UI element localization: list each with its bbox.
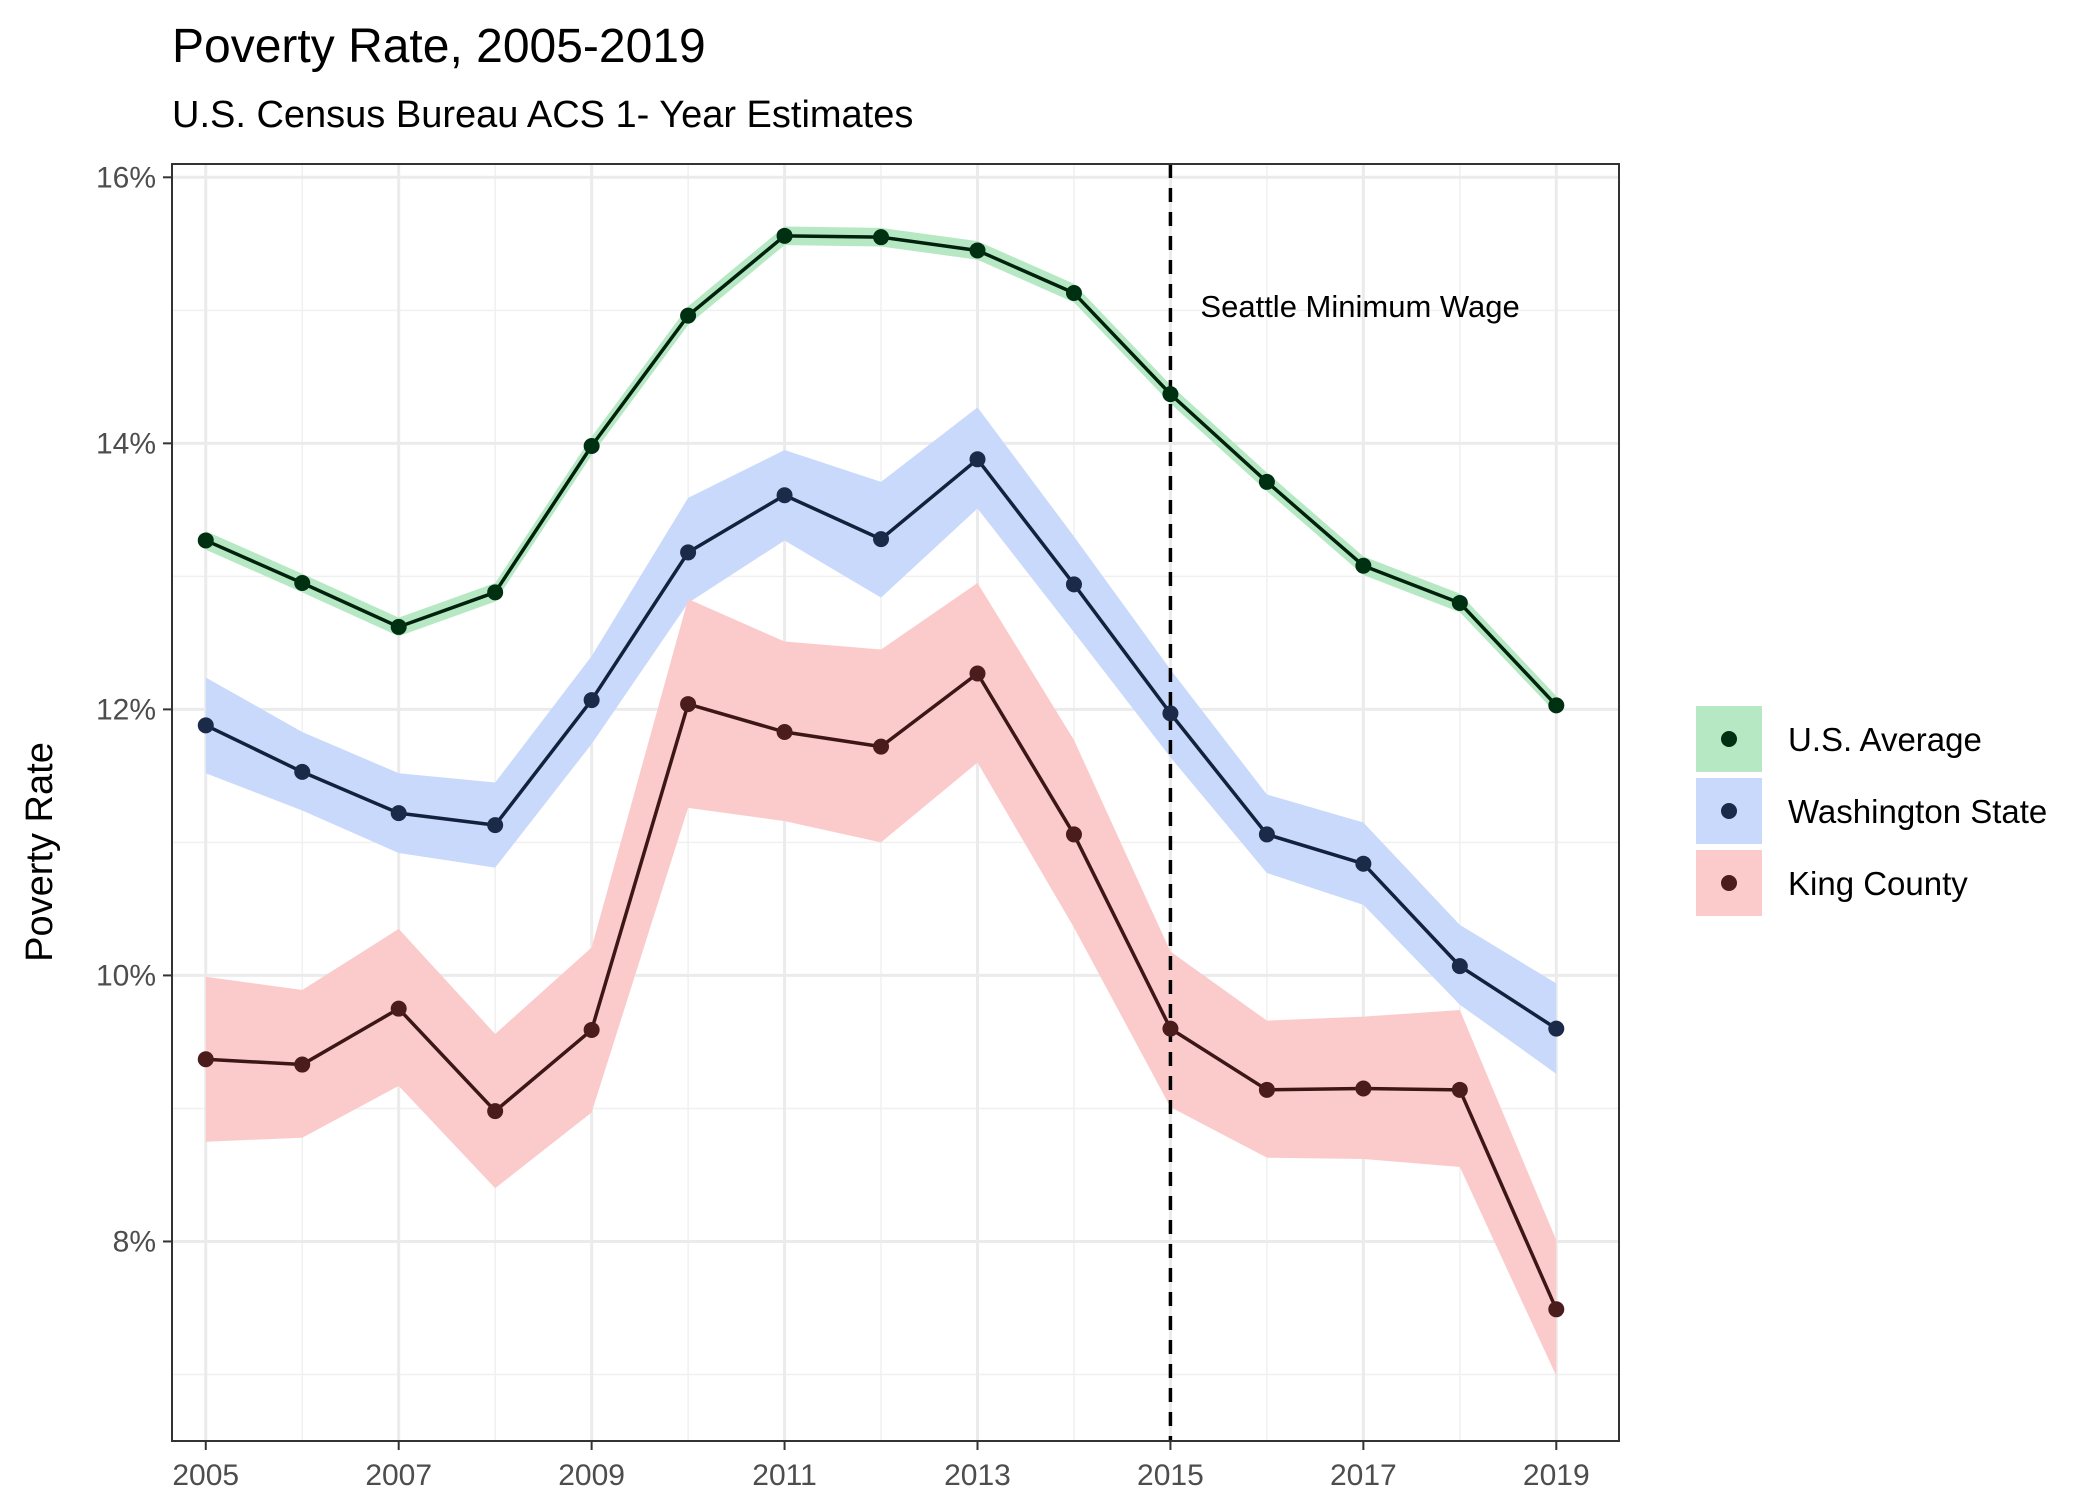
data-point <box>873 229 890 246</box>
data-point <box>197 532 214 549</box>
data-point <box>1258 1081 1275 1098</box>
data-point <box>1065 826 1082 843</box>
data-point <box>1451 958 1468 975</box>
data-point <box>1065 576 1082 593</box>
data-point <box>390 805 407 822</box>
data-point <box>294 1056 311 1073</box>
data-point <box>1162 705 1179 722</box>
data-point <box>1355 855 1372 872</box>
chart-subtitle: U.S. Census Bureau ACS 1- Year Estimates <box>172 94 913 136</box>
data-point <box>776 227 793 244</box>
chart-title: Poverty Rate, 2005-2019 <box>172 20 706 73</box>
data-point <box>1451 594 1468 611</box>
data-point <box>197 717 214 734</box>
y-tick-label: 8% <box>113 1225 156 1258</box>
data-point <box>1548 1020 1565 1037</box>
data-point <box>680 544 697 561</box>
data-point <box>1548 1301 1565 1318</box>
annotation-label: Seattle Minimum Wage <box>1200 289 1519 324</box>
data-point <box>680 307 697 324</box>
data-point <box>583 438 600 455</box>
annotation-layer: Seattle Minimum Wage <box>1200 289 1519 324</box>
data-point <box>1355 1080 1372 1097</box>
panel-border <box>171 163 1620 1442</box>
legend-label: King County <box>1788 865 1968 902</box>
x-tick-label: 2007 <box>365 1459 432 1492</box>
x-tick-label: 2019 <box>1523 1459 1590 1492</box>
legend: U.S. Average Washington State King County <box>1696 706 2047 916</box>
data-point <box>583 1021 600 1038</box>
data-point <box>1258 826 1275 843</box>
data-point <box>873 531 890 548</box>
data-point <box>776 723 793 740</box>
data-point <box>1162 386 1179 403</box>
data-point <box>487 1103 504 1120</box>
data-point <box>1451 1081 1468 1098</box>
legend-key-point <box>1721 875 1737 891</box>
data-point <box>487 817 504 834</box>
data-point <box>1355 557 1372 574</box>
legend-label: Washington State <box>1788 793 2047 830</box>
y-axis: 8% 10% 12% 14% 16% <box>96 161 172 1258</box>
y-tick-label: 10% <box>96 959 156 992</box>
data-point <box>294 575 311 592</box>
data-point <box>969 665 986 682</box>
plot-area: Seattle Minimum Wage <box>171 163 1620 1442</box>
data-point <box>487 584 504 601</box>
legend-key-point <box>1721 731 1737 747</box>
x-axis: 2005 2007 2009 2011 2013 2015 2017 2019 <box>172 1441 1590 1492</box>
data-point <box>776 487 793 504</box>
x-tick-label: 2011 <box>752 1459 817 1492</box>
y-tick-label: 12% <box>96 693 156 726</box>
data-point <box>390 1000 407 1017</box>
data-point <box>873 738 890 755</box>
data-point <box>583 692 600 709</box>
data-point <box>197 1051 214 1068</box>
x-tick-label: 2009 <box>558 1459 625 1492</box>
data-point <box>969 242 986 259</box>
x-tick-label: 2005 <box>172 1459 239 1492</box>
data-point <box>1548 697 1565 714</box>
y-tick-label: 14% <box>96 427 156 460</box>
legend-label: U.S. Average <box>1788 721 1982 758</box>
x-tick-label: 2015 <box>1137 1459 1204 1492</box>
data-point <box>294 763 311 780</box>
data-point <box>969 451 986 468</box>
data-point <box>1258 473 1275 490</box>
data-point <box>390 618 407 635</box>
series-points <box>197 227 1565 1318</box>
data-point <box>1162 1020 1179 1037</box>
y-axis-label: Poverty Rate <box>19 742 61 962</box>
data-point <box>680 696 697 713</box>
data-point <box>1065 285 1082 302</box>
legend-key-point <box>1721 803 1737 819</box>
x-tick-label: 2017 <box>1330 1459 1397 1492</box>
y-tick-label: 16% <box>96 161 156 194</box>
x-tick-label: 2013 <box>944 1459 1011 1492</box>
